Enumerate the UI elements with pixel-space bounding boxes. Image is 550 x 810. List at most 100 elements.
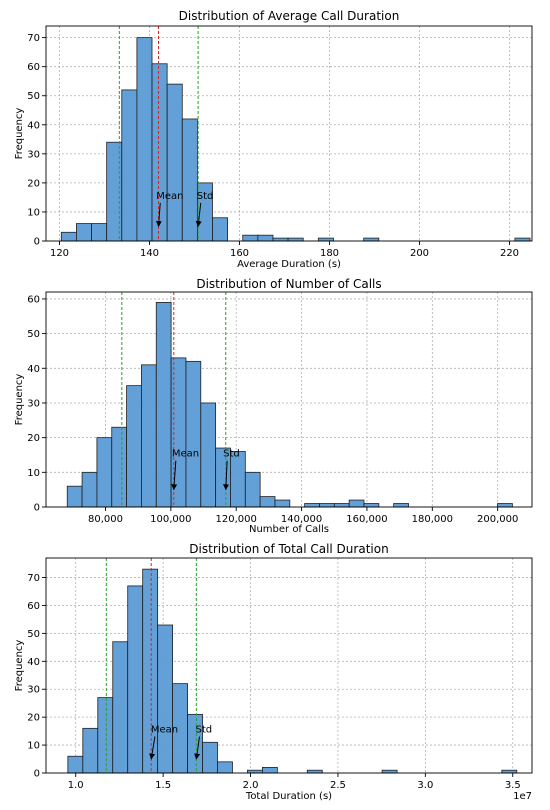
x-tick-label: 3.0: [417, 780, 433, 791]
histogram-bar: [66, 485, 83, 508]
chart-title: Distribution of Average Call Duration: [179, 9, 400, 23]
x-tick-label: 180: [320, 248, 339, 259]
y-tick-label: 20: [27, 713, 40, 724]
y-tick-label: 10: [27, 468, 40, 479]
histogram-bar: [333, 503, 350, 508]
histogram-bar: [257, 234, 274, 242]
histogram-bar: [187, 713, 203, 774]
annotation-label: Std: [223, 449, 240, 460]
y-axis-label: Frequency: [14, 640, 25, 692]
histogram-panel-1: Mean Std 120 140 160 180 200 220 0 10 20 30 40 50 60 70…: [14, 9, 533, 270]
y-tick-label: 60: [27, 62, 40, 73]
histogram-bar: [81, 471, 98, 508]
histogram-bar: [217, 761, 233, 774]
histogram-bar: [200, 402, 217, 508]
histogram-bar: [136, 37, 153, 242]
histogram-bar: [393, 503, 409, 508]
chart-title: Distribution of Number of Calls: [196, 277, 381, 291]
x-tick-label: 2.5: [330, 780, 346, 791]
histogram-bar: [60, 231, 77, 242]
y-tick-label: 50: [27, 629, 40, 640]
annotation-arrow: [155, 202, 162, 228]
y-tick-label: 30: [27, 685, 40, 696]
y-tick-label: 60: [27, 601, 40, 612]
histogram-bar: [96, 437, 113, 508]
histogram-bar: [157, 624, 174, 774]
y-tick-label: 10: [27, 207, 40, 218]
histogram-bar: [155, 302, 172, 508]
histogram-bar: [242, 234, 259, 242]
x-tick-label: 2.0: [243, 780, 259, 791]
y-tick-label: 30: [27, 149, 40, 160]
y-tick-label: 20: [27, 433, 40, 444]
x-tick-label: 120,000: [216, 514, 257, 525]
annotation-label: Std: [197, 191, 214, 202]
y-axis-label: Frequency: [14, 374, 25, 426]
y-tick-label: 70: [27, 33, 40, 44]
annotation-label: Mean: [172, 449, 199, 460]
histogram-bar: [185, 360, 202, 508]
x-tick-label: 1.0: [68, 780, 84, 791]
y-tick-label: 60: [27, 294, 40, 305]
histogram-bar: [181, 118, 198, 242]
histogram-bar: [259, 496, 276, 508]
y-tick-label: 20: [27, 178, 40, 189]
annotation-arrow: [149, 736, 156, 760]
histogram-bar: [112, 641, 129, 774]
y-tick-label: 40: [27, 120, 40, 131]
x-tick-label: 160: [230, 248, 249, 259]
annotation-arrow: [194, 736, 201, 760]
annotation-label: Mean: [151, 725, 178, 736]
plot-frame: [45, 25, 533, 242]
y-tick-label: 40: [27, 657, 40, 668]
histogram-bar: [166, 83, 183, 242]
x-axis-multiplier: 1e7: [513, 791, 532, 802]
histogram-bar: [82, 727, 99, 774]
y-tick-label: 30: [27, 398, 40, 409]
x-tick-label: 140: [140, 248, 159, 259]
annotation-label: Mean: [156, 191, 183, 202]
x-axis-label: Average Duration (s): [237, 259, 341, 270]
y-tick-label: 50: [27, 91, 40, 102]
y-tick-label: 0: [34, 503, 40, 514]
histogram-bar: [121, 89, 138, 242]
annotation-arrow: [223, 460, 230, 491]
histogram-bar: [202, 741, 218, 774]
histogram-bar: [319, 503, 335, 508]
y-tick-label: 10: [27, 741, 40, 752]
histogram-bar: [142, 568, 159, 774]
histogram-bar: [141, 364, 157, 508]
histogram-bar: [348, 499, 365, 508]
x-tick-label: 100,000: [150, 514, 191, 525]
annotation-arrow: [171, 460, 178, 491]
histogram-bar: [76, 223, 92, 242]
annotation-arrow: [195, 202, 202, 228]
histogram-bar: [91, 223, 108, 242]
x-tick-label: 3.5: [505, 780, 521, 791]
histogram-panel-3: Mean Std 1.0 1.5 2.0 2.5 3.0 3.5 0 10 20 30 40 50 60 70…: [14, 542, 533, 802]
y-tick-label: 0: [34, 237, 40, 248]
histogram-bar: [363, 503, 380, 508]
x-tick-label: 120: [50, 248, 69, 259]
y-tick-label: 0: [34, 769, 40, 780]
histogram-bar: [244, 471, 261, 508]
histogram-bar: [261, 767, 278, 774]
y-axis-label: Frequency: [14, 108, 25, 160]
histogram-bar: [67, 755, 84, 774]
histogram-bar: [212, 217, 229, 242]
x-tick-label: 200: [410, 248, 429, 259]
plot-frame: [45, 291, 533, 508]
histogram-bar: [126, 385, 142, 508]
y-tick-label: 50: [27, 329, 40, 340]
x-tick-label: 160,000: [346, 514, 387, 525]
histogram-bar: [230, 451, 246, 508]
histogram-bar: [97, 697, 114, 774]
chart-title: Distribution of Total Call Duration: [189, 542, 388, 556]
x-axis-label: Number of Calls: [249, 524, 329, 535]
x-tick-label: 200,000: [477, 514, 518, 525]
annotation-label: Std: [195, 725, 212, 736]
x-axis-label: Total Duration (s): [245, 791, 332, 802]
histogram-bar: [304, 503, 320, 508]
histogram-panel-2: Mean Std 80,000 100,000 120,000 140,000 160,00…: [14, 277, 533, 535]
